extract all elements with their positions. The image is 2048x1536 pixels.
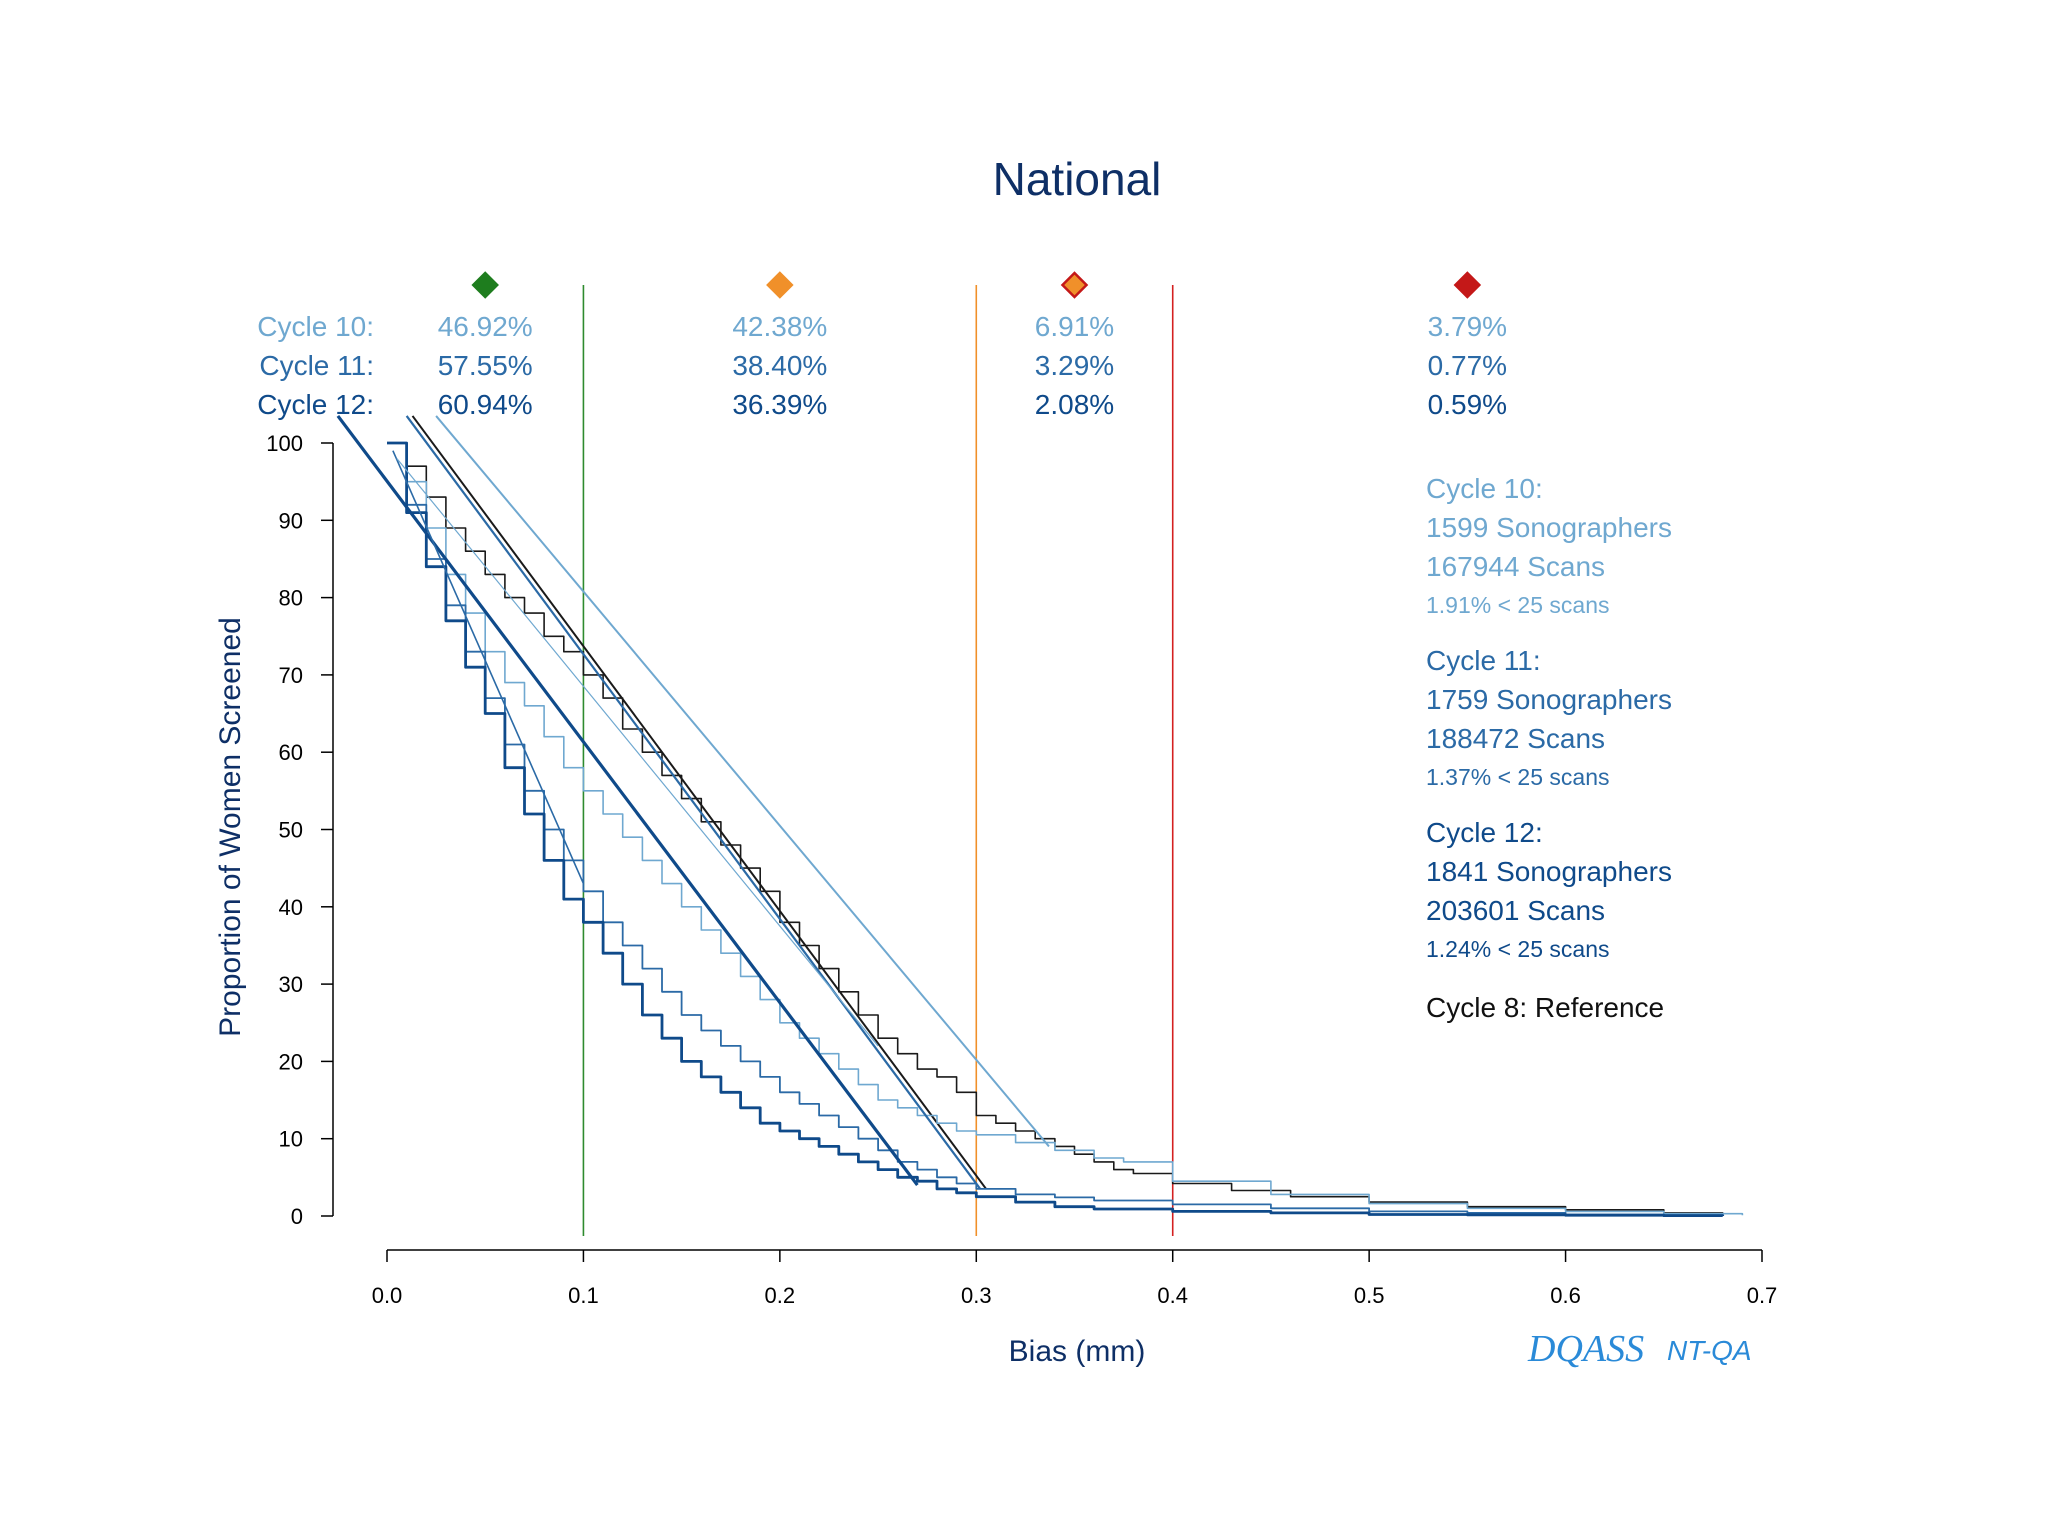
series-cycle8 xyxy=(387,415,1724,1215)
x-tick-label: 0.6 xyxy=(1550,1283,1581,1308)
y-tick-label: 30 xyxy=(279,972,303,997)
x-axis: 0.0 0.1 0.2 0.3 0.4 0.5 0.6 0.7 xyxy=(372,1249,1778,1308)
y-tick-label: 100 xyxy=(266,431,303,456)
summary-cycle12: Cycle 12: 1841 Sonographers 203601 Scans 1.… xyxy=(1426,817,1672,962)
y-tick-label: 20 xyxy=(279,1049,303,1074)
x-tick-label: 0.5 xyxy=(1354,1283,1385,1308)
summary-title: Cycle 12: xyxy=(1426,817,1543,848)
x-tick-label: 0.2 xyxy=(765,1283,796,1308)
band-value: 36.39% xyxy=(732,389,827,420)
x-tick-label: 0.1 xyxy=(568,1283,599,1308)
fit-line-extra-cycle10 xyxy=(396,458,879,1047)
reference-label: Cycle 8: Reference xyxy=(1426,992,1664,1023)
band-value: 2.08% xyxy=(1035,389,1114,420)
summary-small: 1.24% < 25 scans xyxy=(1426,936,1609,962)
brand-logo: DQASS NT-QA xyxy=(1527,1328,1752,1370)
series-curve-cycle11 xyxy=(387,442,1724,1217)
x-tick-label: 0.7 xyxy=(1747,1283,1778,1308)
band-row-label: Cycle 10: xyxy=(257,311,374,342)
band-value: 60.94% xyxy=(438,389,533,420)
series-cycle11 xyxy=(387,415,1724,1217)
fit-line-cycle11 xyxy=(405,415,982,1190)
y-tick-label: 70 xyxy=(279,663,303,688)
y-tick-label: 40 xyxy=(279,895,303,920)
summary-scans: 167944 Scans xyxy=(1426,551,1605,582)
summary-title: Cycle 10: xyxy=(1426,473,1543,504)
summary-scans: 203601 Scans xyxy=(1426,895,1605,926)
fit-line-cycle12 xyxy=(336,414,919,1187)
brand-name: DQASS xyxy=(1527,1328,1644,1370)
band-table: Cycle 10: 46.92% 42.38% 6.91% 3.79% Cycle 11:… xyxy=(257,311,1507,420)
band-row-label: Cycle 11: xyxy=(259,350,374,381)
summary-sonographers: 1759 Sonographers xyxy=(1426,684,1672,715)
band-value: 38.40% xyxy=(732,350,827,381)
fit-line-cycle10 xyxy=(435,415,1050,1148)
y-tick-label: 10 xyxy=(279,1127,303,1152)
green-diamond-icon xyxy=(471,271,499,299)
orange-diamond-icon xyxy=(766,271,794,299)
y-axis: 0 10 20 30 40 50 60 70 80 90 100 xyxy=(266,431,334,1229)
band-value: 46.92% xyxy=(438,311,533,342)
series-curve-cycle10 xyxy=(387,442,1744,1216)
y-tick-label: 0 xyxy=(291,1204,303,1229)
band-markers xyxy=(471,271,1482,299)
summary-title: Cycle 11: xyxy=(1426,645,1541,676)
y-tick-label: 60 xyxy=(279,740,303,765)
summary-sonographers: 1599 Sonographers xyxy=(1426,512,1672,543)
chart-title: National xyxy=(993,153,1162,205)
orange-red-diamond-icon xyxy=(1060,271,1089,299)
band-value: 3.79% xyxy=(1428,311,1507,342)
series-cycle10 xyxy=(387,415,1744,1216)
brand-product: NT-QA xyxy=(1667,1335,1752,1366)
band-value: 3.29% xyxy=(1035,350,1114,381)
summary-sonographers: 1841 Sonographers xyxy=(1426,856,1672,887)
y-tick-label: 50 xyxy=(279,818,303,843)
fit-line-cycle8 xyxy=(411,415,987,1190)
series-group xyxy=(336,414,1744,1217)
summary-small: 1.91% < 25 scans xyxy=(1426,592,1609,618)
x-tick-label: 0.3 xyxy=(961,1283,992,1308)
red-diamond-icon xyxy=(1453,271,1482,299)
fit-line-extra-cycle11 xyxy=(392,450,585,884)
y-axis-label: Proportion of Women Screened xyxy=(214,617,247,1037)
series-curve-cycle12 xyxy=(387,441,1725,1217)
band-row-label: Cycle 12: xyxy=(257,389,374,420)
band-value: 57.55% xyxy=(438,350,533,381)
summary-cycle10: Cycle 10: 1599 Sonographers 167944 Scans 1.… xyxy=(1426,473,1672,618)
band-value: 0.59% xyxy=(1428,389,1507,420)
x-tick-label: 0.4 xyxy=(1157,1283,1188,1308)
summary-legend: Cycle 10: 1599 Sonographers 167944 Scans 1.… xyxy=(1426,473,1672,962)
band-value: 42.38% xyxy=(732,311,827,342)
band-value: 6.91% xyxy=(1035,311,1114,342)
summary-small: 1.37% < 25 scans xyxy=(1426,764,1609,790)
band-value: 0.77% xyxy=(1428,350,1507,381)
threshold-lines xyxy=(582,285,1174,1236)
summary-cycle11: Cycle 11: 1759 Sonographers 188472 Scans 1.… xyxy=(1426,645,1672,790)
y-tick-label: 90 xyxy=(279,508,303,533)
y-tick-label: 80 xyxy=(279,586,303,611)
summary-scans: 188472 Scans xyxy=(1426,723,1605,754)
x-axis-label: Bias (mm) xyxy=(1009,1335,1146,1368)
x-tick-label: 0.0 xyxy=(372,1283,403,1308)
